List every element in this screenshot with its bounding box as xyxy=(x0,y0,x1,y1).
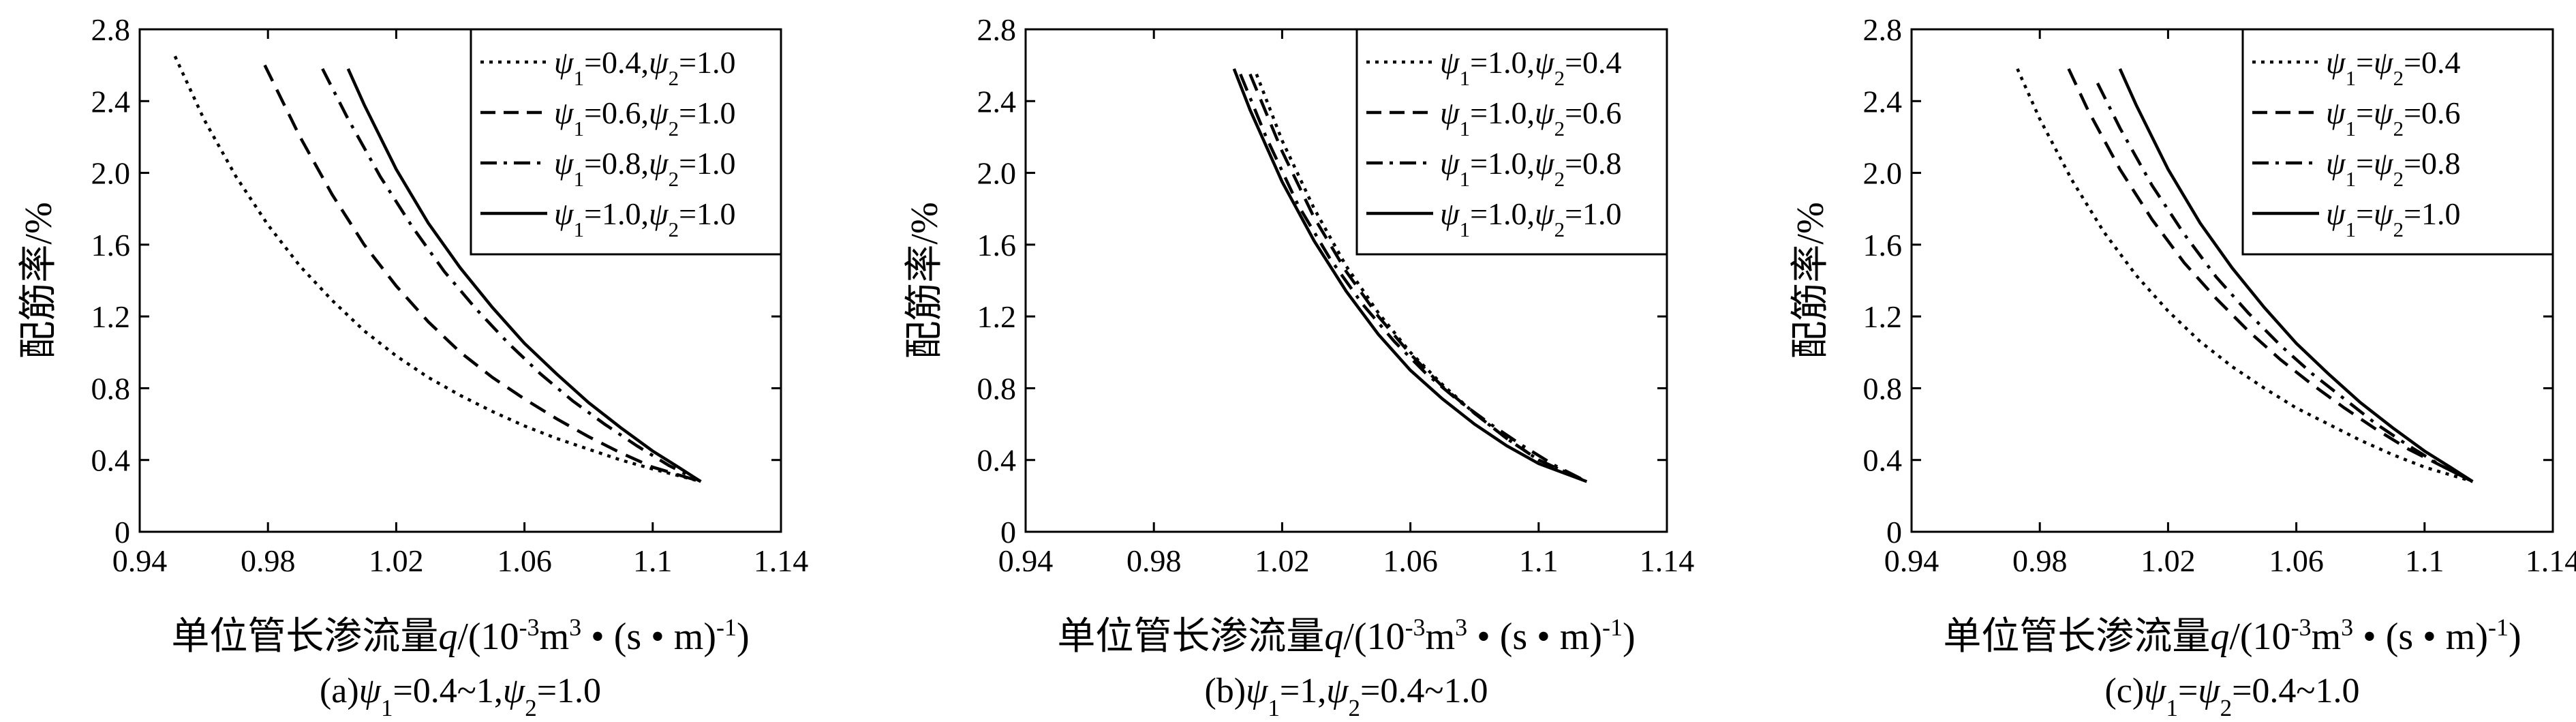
legend-entry-label: ψ1=ψ2=0.8 xyxy=(2326,146,2461,191)
x-axis-label: 单位管长渗流量q/(10-3m3 • (s • m)-1) xyxy=(171,614,749,658)
series-line-dashed xyxy=(2067,67,2474,483)
panel-caption: (b)ψ1=1,ψ2=0.4~1.0 xyxy=(1204,672,1488,721)
y-tick-label: 2.0 xyxy=(977,156,1017,191)
panel-caption: (c)ψ1=ψ2=0.4~1.0 xyxy=(2104,672,2359,721)
legend: ψ1=0.4,ψ2=1.0 ψ1=0.6,ψ2=1.0 ψ1=0.8,ψ2=1.0 ψ… xyxy=(470,28,782,256)
legend: ψ1=1.0,ψ2=0.4 ψ1=1.0,ψ2=0.6 ψ1=1.0,ψ2=0.8 ψ… xyxy=(1355,28,1668,256)
y-tick-label: 1.2 xyxy=(977,299,1017,334)
y-tick-label: 1.6 xyxy=(977,228,1017,262)
x-tick-label: 0.94 xyxy=(1884,543,1939,578)
legend: ψ1=ψ2=0.4 ψ1=ψ2=0.6 ψ1=ψ2=0.8 ψ1=ψ2=1.0 xyxy=(2241,28,2554,256)
y-axis-label: 配筋率/% xyxy=(904,202,946,359)
y-tick-label: 0.4 xyxy=(977,443,1017,478)
legend-entry-label: ψ1=1.0,ψ2=0.4 xyxy=(1440,45,1622,90)
x-tick-label: 1.06 xyxy=(497,543,552,578)
y-tick-label: 1.6 xyxy=(91,228,131,262)
x-tick-label: 1.1 xyxy=(633,543,673,578)
legend-entry-label: ψ1=1.0,ψ2=1.0 xyxy=(1440,196,1622,241)
legend-box xyxy=(470,28,782,256)
x-tick-label: 1.14 xyxy=(1640,543,1695,578)
y-tick-label: 0 xyxy=(1000,515,1016,550)
x-tick-label: 1.02 xyxy=(2141,543,2196,578)
series-line-dashdot xyxy=(2096,82,2474,483)
y-tick-label: 0.8 xyxy=(977,371,1017,406)
series-line-dotted xyxy=(2016,67,2474,483)
y-tick-label: 2.8 xyxy=(1863,12,1903,47)
plot-area-frame xyxy=(138,28,782,533)
plot-area-frame xyxy=(1910,28,2554,533)
legend-entry-label: ψ1=0.8,ψ2=1.0 xyxy=(554,146,736,191)
series-line-solid xyxy=(346,67,702,483)
y-tick-label: 2.4 xyxy=(977,84,1017,119)
x-tick-label: 0.98 xyxy=(2012,543,2068,578)
series-line-dashed xyxy=(263,64,702,483)
legend-box xyxy=(2241,28,2554,256)
series-line-dashdot xyxy=(321,67,702,483)
legend-entry-label: ψ1=ψ2=0.4 xyxy=(2326,45,2461,90)
y-tick-label: 1.2 xyxy=(91,299,131,334)
legend-entry-label: ψ1=1.0,ψ2=0.6 xyxy=(1440,95,1622,140)
y-tick-label: 0.8 xyxy=(1863,371,1903,406)
y-tick-label: 0 xyxy=(1886,515,1902,550)
legend-entry-label: ψ1=0.4,ψ2=1.0 xyxy=(554,45,736,90)
x-tick-label: 1.1 xyxy=(2405,543,2444,578)
y-axis-label: 配筋率/% xyxy=(1790,202,1832,359)
y-tick-label: 2.0 xyxy=(1863,156,1903,191)
x-tick-label: 1.06 xyxy=(1383,543,1438,578)
series-line-solid xyxy=(2118,67,2474,483)
y-tick-label: 1.2 xyxy=(1863,299,1903,334)
panel-caption: (a)ψ1=0.4~1,ψ2=1.0 xyxy=(320,672,601,721)
x-tick-label: 0.94 xyxy=(112,543,168,578)
y-tick-label: 2.0 xyxy=(91,156,131,191)
x-tick-label: 1.14 xyxy=(754,543,809,578)
x-tick-label: 1.02 xyxy=(369,543,424,578)
y-tick-label: 2.4 xyxy=(1863,84,1903,119)
x-tick-label: 1.14 xyxy=(2526,543,2576,578)
series-line-dotted xyxy=(173,55,701,483)
y-tick-label: 0.4 xyxy=(91,443,131,478)
legend-entry-label: ψ1=ψ2=0.6 xyxy=(2326,95,2461,140)
x-tick-label: 1.1 xyxy=(1519,543,1559,578)
legend-entry-label: ψ1=1.0,ψ2=1.0 xyxy=(554,196,736,241)
x-tick-label: 0.98 xyxy=(1126,543,1182,578)
chart-panel-a: 0.94 0.98 1.02 1.06 1.1 1.14 0 0.4 0.8 1.2 1.6 2.0 2… xyxy=(18,12,808,721)
series-line-solid xyxy=(1232,68,1588,483)
y-tick-label: 2.8 xyxy=(977,12,1017,47)
legend-entry-label: ψ1=0.6,ψ2=1.0 xyxy=(554,95,736,140)
series-line-dashed xyxy=(1248,73,1588,483)
x-tick-label: 1.02 xyxy=(1255,543,1310,578)
legend-entry-label: ψ1=1.0,ψ2=0.8 xyxy=(1440,146,1622,191)
chart-panel-c: 0.94 0.98 1.02 1.06 1.1 1.14 0 0.4 0.8 1.2 1.6 2.0 2… xyxy=(1790,12,2576,721)
y-tick-label: 2.8 xyxy=(91,12,131,47)
y-tick-label: 2.4 xyxy=(91,84,131,119)
x-tick-label: 1.06 xyxy=(2269,543,2324,578)
legend-box xyxy=(1355,28,1668,256)
y-tick-label: 0 xyxy=(114,515,130,550)
y-axis-label: 配筋率/% xyxy=(18,202,60,359)
chart-panel-b: 0.94 0.98 1.02 1.06 1.1 1.14 0 0.4 0.8 1.2 1.6 2.0 2… xyxy=(904,12,1694,721)
x-tick-label: 0.98 xyxy=(241,543,296,578)
y-tick-label: 1.6 xyxy=(1863,228,1903,262)
y-tick-label: 0.8 xyxy=(91,371,131,406)
y-tick-label: 0.4 xyxy=(1863,443,1903,478)
x-axis-label: 单位管长渗流量q/(10-3m3 • (s • m)-1) xyxy=(1057,614,1635,658)
legend-entry-label: ψ1=ψ2=1.0 xyxy=(2326,196,2461,241)
x-axis-label: 单位管长渗流量q/(10-3m3 • (s • m)-1) xyxy=(1943,614,2521,658)
x-tick-label: 0.94 xyxy=(998,543,1054,578)
plot-area-frame xyxy=(1024,28,1668,533)
